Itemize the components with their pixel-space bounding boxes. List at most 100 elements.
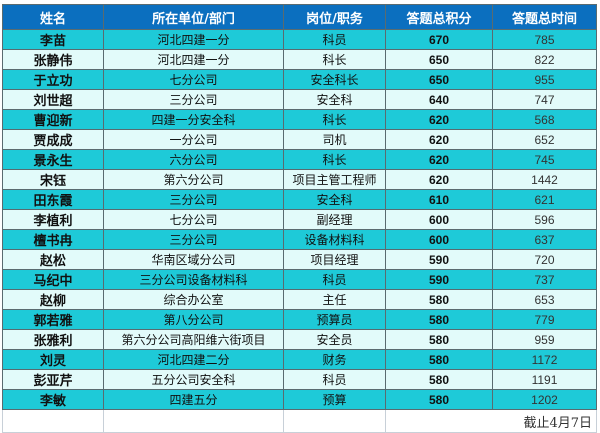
- table-row: 田东霞 三分公司 安全科 610 621: [2, 189, 597, 210]
- name-cell: 曹迎新: [2, 109, 104, 130]
- name-cell: 郭若雅: [2, 309, 104, 330]
- unit-cell: 综合办公室: [103, 289, 284, 310]
- name-cell: 景永生: [2, 149, 104, 170]
- table-row: 马纪中 三分公司设备材料科 科员 590 737: [2, 269, 597, 290]
- header-time: 答题总时间: [492, 4, 597, 30]
- score-cell: 580: [385, 309, 493, 330]
- name-cell: 田东霞: [2, 189, 104, 210]
- header-name: 姓名: [2, 4, 104, 30]
- unit-cell: 四建五分: [103, 389, 284, 410]
- unit-cell: 三分公司: [103, 89, 284, 110]
- table-row: 曹迎新 四建一分安全科 科长 620 568: [2, 109, 597, 130]
- position-cell: 安全科: [283, 89, 386, 110]
- unit-cell: 第八分公司: [103, 309, 284, 330]
- score-cell: 600: [385, 229, 493, 250]
- time-cell: 1191: [492, 369, 597, 390]
- unit-cell: 一分公司: [103, 129, 284, 150]
- unit-cell: 四建一分安全科: [103, 109, 284, 130]
- unit-cell: 三分公司: [103, 229, 284, 250]
- score-cell: 620: [385, 109, 493, 130]
- time-cell: 568: [492, 109, 597, 130]
- header-unit: 所在单位/部门: [103, 4, 284, 30]
- position-cell: 财务: [283, 349, 386, 370]
- time-cell: 637: [492, 229, 597, 250]
- table-row: 宋钰 第六分公司 项目主管工程师 620 1442: [2, 169, 597, 190]
- unit-cell: 七分公司: [103, 209, 284, 230]
- score-cell: 620: [385, 129, 493, 150]
- name-cell: 赵柳: [2, 289, 104, 310]
- name-cell: 宋钰: [2, 169, 104, 190]
- name-cell: 赵松: [2, 249, 104, 270]
- position-cell: 安全员: [283, 329, 386, 350]
- table-row: 赵松 华南区域分公司 项目经理 590 720: [2, 249, 597, 270]
- time-cell: 720: [492, 249, 597, 270]
- time-cell: 653: [492, 289, 597, 310]
- time-cell: 652: [492, 129, 597, 150]
- time-cell: 745: [492, 149, 597, 170]
- position-cell: 科长: [283, 109, 386, 130]
- table-row: 郭若雅 第八分公司 预算员 580 779: [2, 309, 597, 330]
- footer-cell: [283, 409, 386, 433]
- table-row: 贾成成 一分公司 司机 620 652: [2, 129, 597, 150]
- position-cell: 科长: [283, 149, 386, 170]
- unit-cell: 七分公司: [103, 69, 284, 90]
- unit-cell: 六分公司: [103, 149, 284, 170]
- unit-cell: 三分公司: [103, 189, 284, 210]
- name-cell: 张静伟: [2, 49, 104, 70]
- time-cell: 1172: [492, 349, 597, 370]
- footer-row: 截止4月7日: [2, 409, 597, 433]
- score-cell: 580: [385, 329, 493, 350]
- time-cell: 596: [492, 209, 597, 230]
- unit-cell: 三分公司设备材料科: [103, 269, 284, 290]
- score-cell: 600: [385, 209, 493, 230]
- score-cell: 580: [385, 289, 493, 310]
- score-cell: 580: [385, 369, 493, 390]
- time-cell: 737: [492, 269, 597, 290]
- position-cell: 科员: [283, 269, 386, 290]
- position-cell: 预算: [283, 389, 386, 410]
- position-cell: 项目经理: [283, 249, 386, 270]
- position-cell: 司机: [283, 129, 386, 150]
- unit-cell: 华南区域分公司: [103, 249, 284, 270]
- time-cell: 621: [492, 189, 597, 210]
- unit-cell: 第六分公司: [103, 169, 284, 190]
- table-row: 于立功 七分公司 安全科长 650 955: [2, 69, 597, 90]
- table-row: 景永生 六分公司 科长 620 745: [2, 149, 597, 170]
- score-cell: 590: [385, 269, 493, 290]
- time-cell: 785: [492, 29, 597, 50]
- score-cell: 620: [385, 149, 493, 170]
- name-cell: 李苗: [2, 29, 104, 50]
- score-cell: 650: [385, 49, 493, 70]
- footer-cell: [103, 409, 284, 433]
- name-cell: 刘世超: [2, 89, 104, 110]
- unit-cell: 五分公司安全科: [103, 369, 284, 390]
- position-cell: 安全科: [283, 189, 386, 210]
- score-cell: 580: [385, 349, 493, 370]
- name-cell: 贾成成: [2, 129, 104, 150]
- name-cell: 于立功: [2, 69, 104, 90]
- table-row: 李苗 河北四建一分 科员 670 785: [2, 29, 597, 50]
- position-cell: 预算员: [283, 309, 386, 330]
- position-cell: 安全科长: [283, 69, 386, 90]
- unit-cell: 河北四建一分: [103, 29, 284, 50]
- name-cell: 李植利: [2, 209, 104, 230]
- unit-cell: 河北四建一分: [103, 49, 284, 70]
- header-row: 姓名 所在单位/部门 岗位/职务 答题总积分 答题总时间: [2, 4, 597, 30]
- position-cell: 科长: [283, 49, 386, 70]
- header-score: 答题总积分: [385, 4, 493, 30]
- name-cell: 李敏: [2, 389, 104, 410]
- footer-cell: [2, 409, 104, 433]
- table-row: 李植利 七分公司 副经理 600 596: [2, 209, 597, 230]
- score-cell: 670: [385, 29, 493, 50]
- name-cell: 刘灵: [2, 349, 104, 370]
- time-cell: 955: [492, 69, 597, 90]
- unit-cell: 第六分公司高阳维六街项目: [103, 329, 284, 350]
- table-row: 赵柳 综合办公室 主任 580 653: [2, 289, 597, 310]
- table-row: 彭亚芹 五分公司安全科 科员 580 1191: [2, 369, 597, 390]
- time-cell: 959: [492, 329, 597, 350]
- table-row: 张雅利 第六分公司高阳维六街项目 安全员 580 959: [2, 329, 597, 350]
- table-row: 刘世超 三分公司 安全科 640 747: [2, 89, 597, 110]
- cutoff-date-note: 截止4月7日: [385, 409, 597, 433]
- position-cell: 科员: [283, 29, 386, 50]
- ranking-table: 姓名 所在单位/部门 岗位/职务 答题总积分 答题总时间 李苗 河北四建一分 科员 6…: [2, 4, 597, 433]
